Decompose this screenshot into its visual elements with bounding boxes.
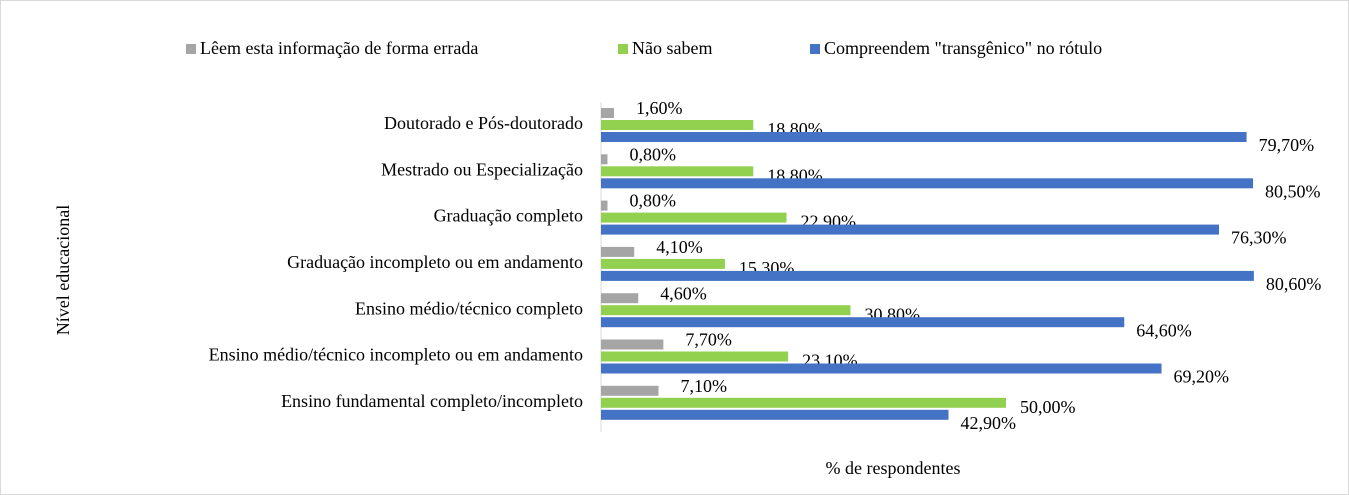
y-tick-label: Doutorado e Pós-doutorado [384, 113, 583, 133]
y-tick-label: Ensino médio/técnico incompleto ou em an… [209, 345, 583, 365]
y-tick-label: Mestrado ou Especialização [381, 159, 583, 179]
bar [601, 305, 851, 316]
bar [601, 258, 725, 269]
data-label: 50,00% [1020, 397, 1076, 417]
bar [601, 339, 664, 350]
legend-label: Lêem esta informação de forma errada [200, 38, 478, 58]
y-tick-label: Graduação incompleto ou em andamento [287, 252, 583, 272]
data-label: 4,10% [656, 237, 703, 257]
x-axis-title: % de respondentes [826, 458, 961, 478]
data-label: 64,60% [1136, 320, 1192, 340]
y-tick-label: Ensino fundamental completo/incompleto [281, 391, 583, 411]
data-label: 7,10% [681, 376, 728, 396]
legend-swatch [186, 44, 196, 54]
legend-swatch [618, 44, 628, 54]
legend-label: Não sabem [632, 38, 712, 58]
data-label: 80,60% [1266, 274, 1322, 294]
bar [601, 154, 608, 165]
bar [601, 120, 754, 130]
bar [601, 200, 608, 211]
data-label: 0,80% [629, 191, 676, 211]
bar [601, 397, 1006, 408]
bar [601, 132, 1247, 142]
data-label: 4,60% [660, 283, 707, 303]
bar [601, 108, 614, 118]
bar [601, 385, 659, 396]
data-label: 76,30% [1231, 228, 1287, 248]
y-axis-title: Nível educacional [53, 205, 73, 335]
bar [601, 363, 1162, 374]
bar [601, 351, 789, 362]
bar [601, 224, 1220, 235]
bar [601, 212, 787, 223]
bar [601, 293, 639, 304]
data-label: 69,20% [1174, 367, 1230, 387]
data-label: 0,80% [629, 144, 676, 164]
bar [601, 317, 1125, 328]
data-label: 1,60% [636, 98, 683, 118]
bar [601, 178, 1254, 189]
bar [601, 246, 635, 257]
data-label: 80,50% [1265, 181, 1321, 201]
legend-label: Compreendem "transgênico" no rótulo [824, 38, 1102, 58]
bar [601, 409, 949, 420]
bar [601, 270, 1254, 281]
data-label: 42,90% [960, 413, 1016, 433]
legend-swatch [810, 44, 820, 54]
data-label: 79,70% [1259, 135, 1315, 155]
bar [601, 166, 754, 177]
y-tick-label: Ensino médio/técnico completo [355, 298, 583, 318]
y-tick-label: Graduação completo [434, 206, 583, 226]
data-label: 7,70% [685, 330, 732, 350]
